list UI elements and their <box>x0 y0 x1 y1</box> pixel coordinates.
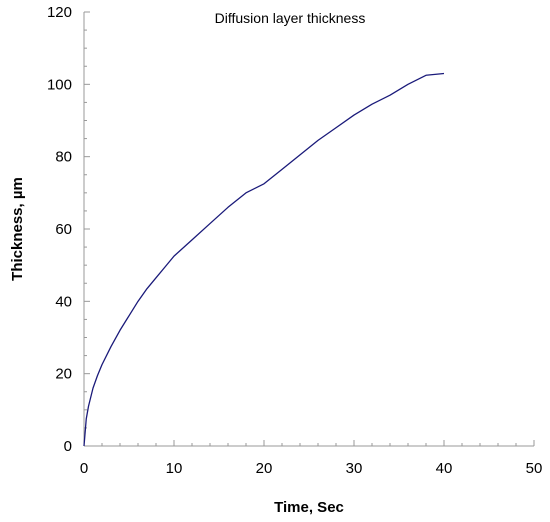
chart-title: Diffusion layer thickness <box>215 10 366 26</box>
series-line-0 <box>83 72 445 447</box>
x-tick-label: 50 <box>526 460 543 477</box>
y-tick-label: 20 <box>55 366 72 383</box>
y-tick-label: 120 <box>47 4 72 21</box>
x-tick-label: 10 <box>166 460 183 477</box>
x-axis-title: Time, Sec <box>274 499 344 516</box>
y-tick-label: 80 <box>55 149 72 166</box>
y-tick-label: 100 <box>47 76 72 93</box>
x-tick-label: 20 <box>256 460 273 477</box>
x-tick-label: 0 <box>80 460 88 477</box>
x-tick-label: 30 <box>346 460 363 477</box>
y-tick-label: 40 <box>55 293 72 310</box>
x-tick-label: 40 <box>436 460 453 477</box>
y-tick-label: 60 <box>55 221 72 238</box>
y-axis-title: Thickness, µm <box>9 177 26 281</box>
y-tick-label: 0 <box>64 438 72 455</box>
